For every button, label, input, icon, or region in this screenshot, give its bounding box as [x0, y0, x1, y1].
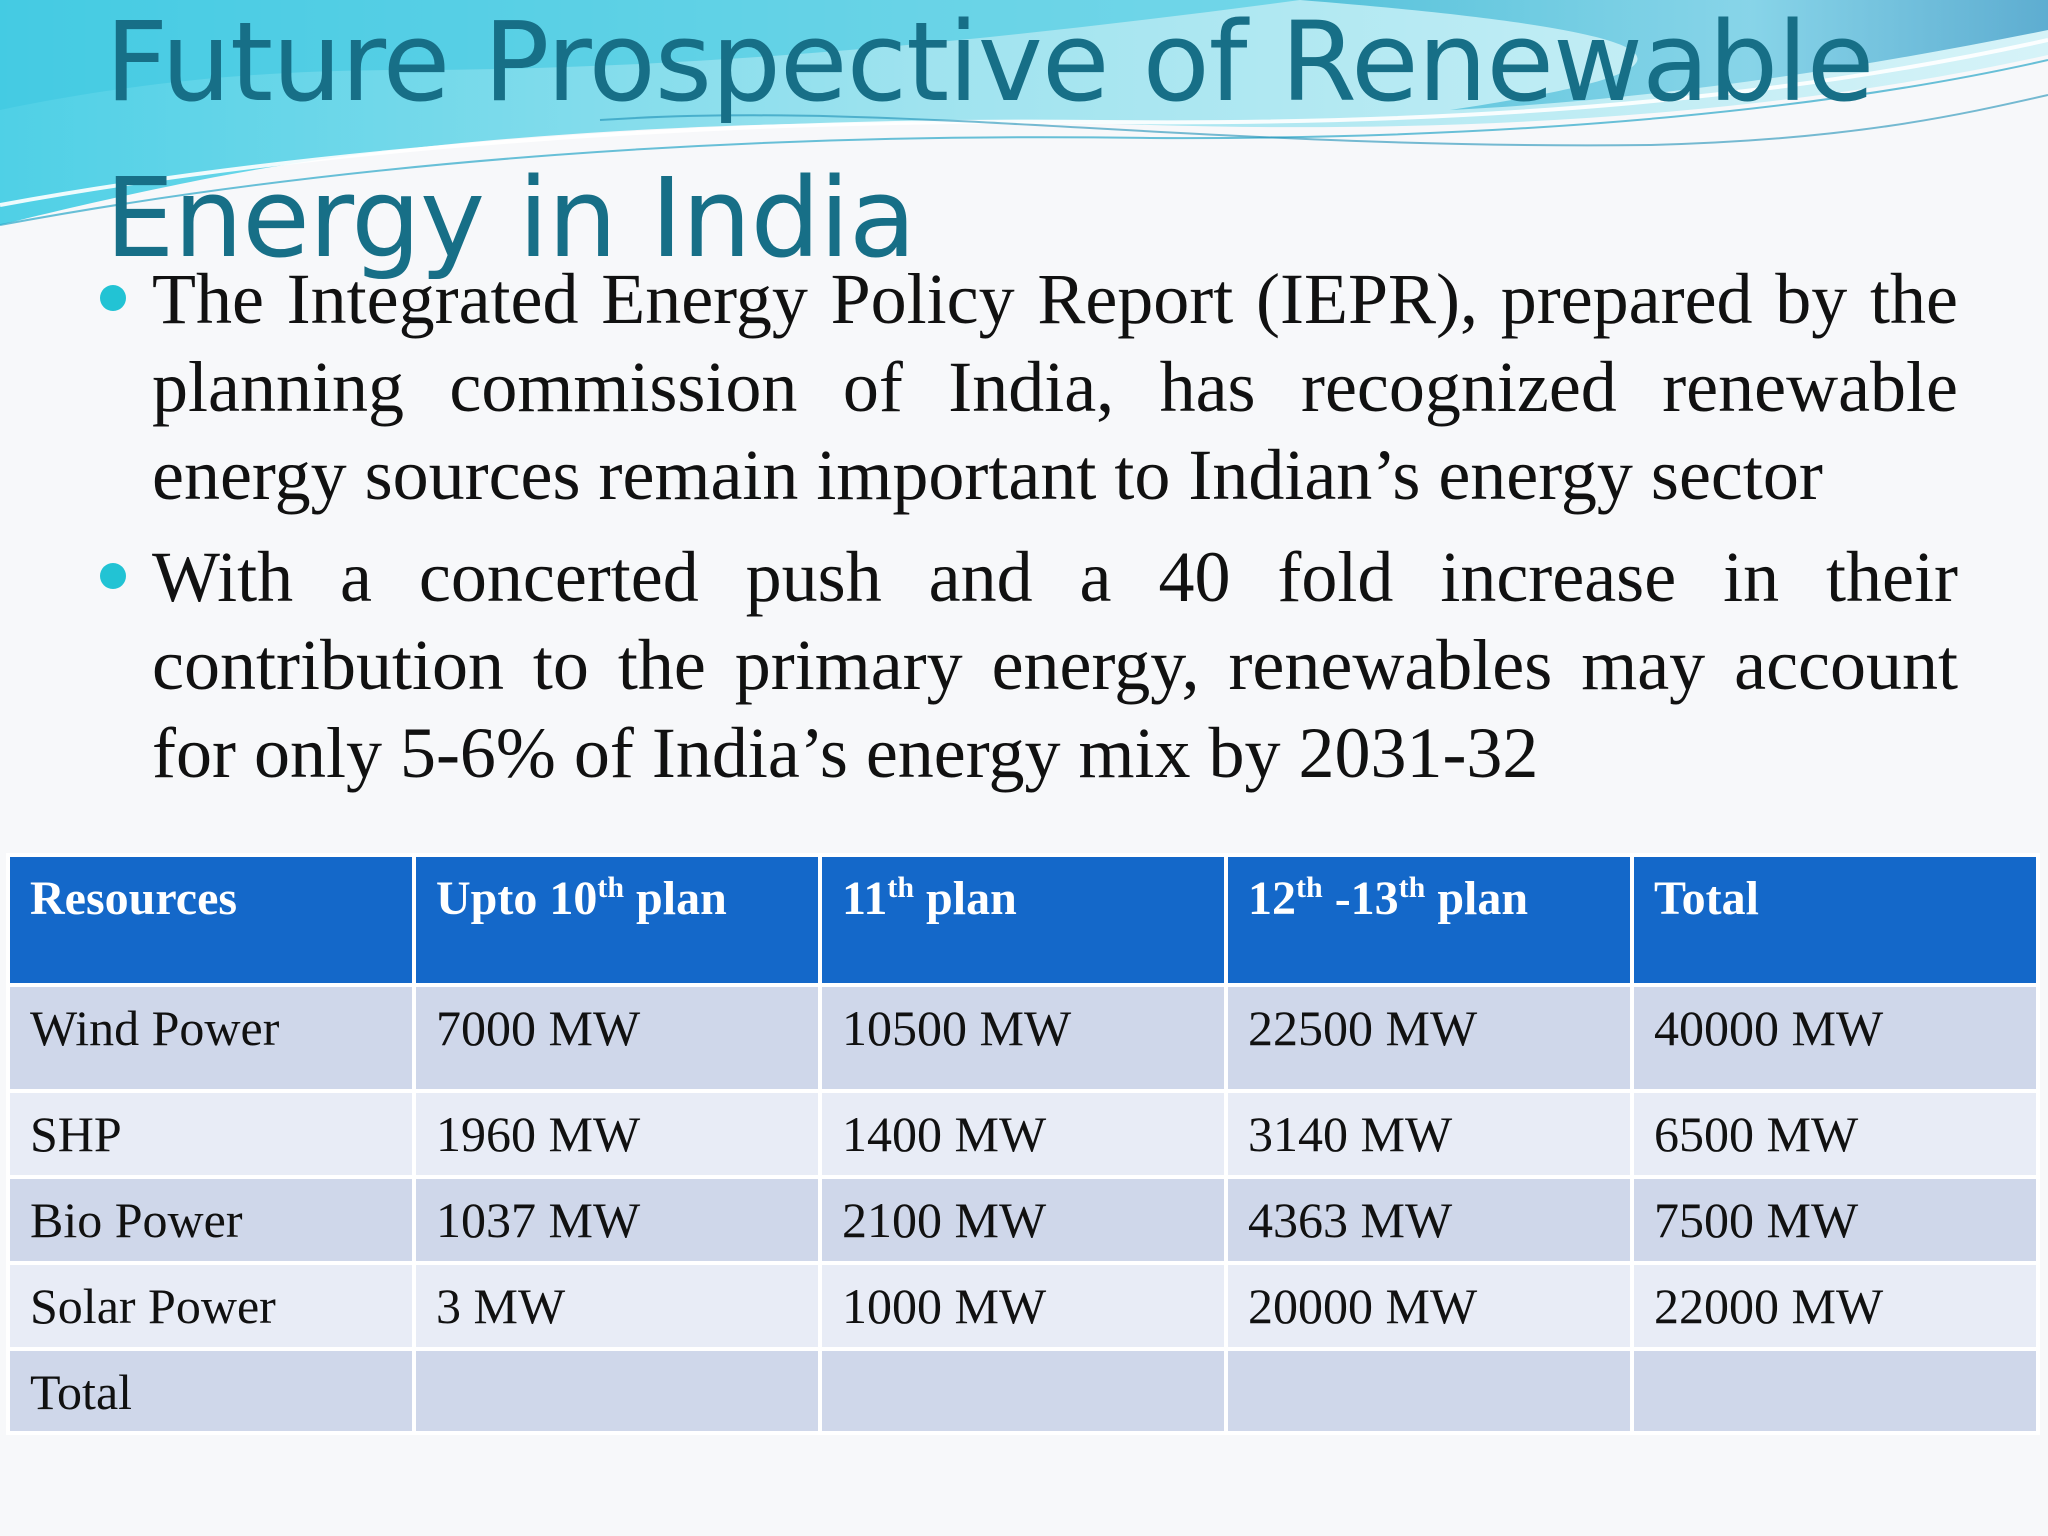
table-cell: 40000 MW — [1630, 983, 2040, 1093]
table-cell: 2100 MW — [818, 1175, 1228, 1265]
bullet-dot-icon — [100, 563, 126, 589]
bullet-text: With a concerted push and a 40 fold incr… — [152, 537, 1958, 793]
table-row: SHP 1960 MW 1400 MW 3140 MW 6500 MW — [6, 1089, 2040, 1179]
table-cell: 4363 MW — [1224, 1175, 1634, 1265]
table-header-row: Resources Upto 10th plan 11th plan 12th … — [6, 853, 2040, 987]
table-cell: 7500 MW — [1630, 1175, 2040, 1265]
bullet-dot-icon — [100, 285, 126, 311]
header-11th-plan: 11th plan — [818, 853, 1228, 987]
table-cell — [1630, 1347, 2040, 1435]
table-cell — [412, 1347, 822, 1435]
decorative-wave-banner — [0, 0, 2048, 226]
table-row: Bio Power 1037 MW 2100 MW 4363 MW 7500 M… — [6, 1175, 2040, 1265]
renewable-capacity-table: Resources Upto 10th plan 11th plan 12th … — [6, 853, 2040, 1435]
table-cell: 1000 MW — [818, 1261, 1228, 1351]
table-cell: SHP — [6, 1089, 416, 1179]
table-cell: Bio Power — [6, 1175, 416, 1265]
table-cell: 3140 MW — [1224, 1089, 1634, 1179]
table-cell: 20000 MW — [1224, 1261, 1634, 1351]
table-cell — [1224, 1347, 1634, 1435]
table-cell — [818, 1347, 1228, 1435]
table-cell: Wind Power — [6, 983, 416, 1093]
table-row: Total — [6, 1347, 2040, 1435]
table-row: Wind Power 7000 MW 10500 MW 22500 MW 400… — [6, 983, 2040, 1093]
bullet-item: The Integrated Energy Policy Report (IEP… — [100, 255, 1958, 519]
table-cell: Solar Power — [6, 1261, 416, 1351]
header-resources: Resources — [6, 853, 416, 987]
table-cell: 6500 MW — [1630, 1089, 2040, 1179]
header-total: Total — [1630, 853, 2040, 987]
header-upto-10th-plan: Upto 10th plan — [412, 853, 822, 987]
bullet-item: With a concerted push and a 40 fold incr… — [100, 533, 1958, 797]
table-cell: 1400 MW — [818, 1089, 1228, 1179]
table-cell: 3 MW — [412, 1261, 822, 1351]
table-cell: 22000 MW — [1630, 1261, 2040, 1351]
table-row: Solar Power 3 MW 1000 MW 20000 MW 22000 … — [6, 1261, 2040, 1351]
bullet-list: The Integrated Energy Policy Report (IEP… — [100, 255, 1958, 811]
table-cell: Total — [6, 1347, 416, 1435]
bullet-text: The Integrated Energy Policy Report (IEP… — [152, 259, 1958, 515]
header-12th-13th-plan: 12th -13th plan — [1224, 853, 1634, 987]
table-cell: 10500 MW — [818, 983, 1228, 1093]
table-cell: 7000 MW — [412, 983, 822, 1093]
table-cell: 1037 MW — [412, 1175, 822, 1265]
table-cell: 1960 MW — [412, 1089, 822, 1179]
table-cell: 22500 MW — [1224, 983, 1634, 1093]
slide-title: Future Prospective of Renewable Energy i… — [105, 0, 1874, 282]
